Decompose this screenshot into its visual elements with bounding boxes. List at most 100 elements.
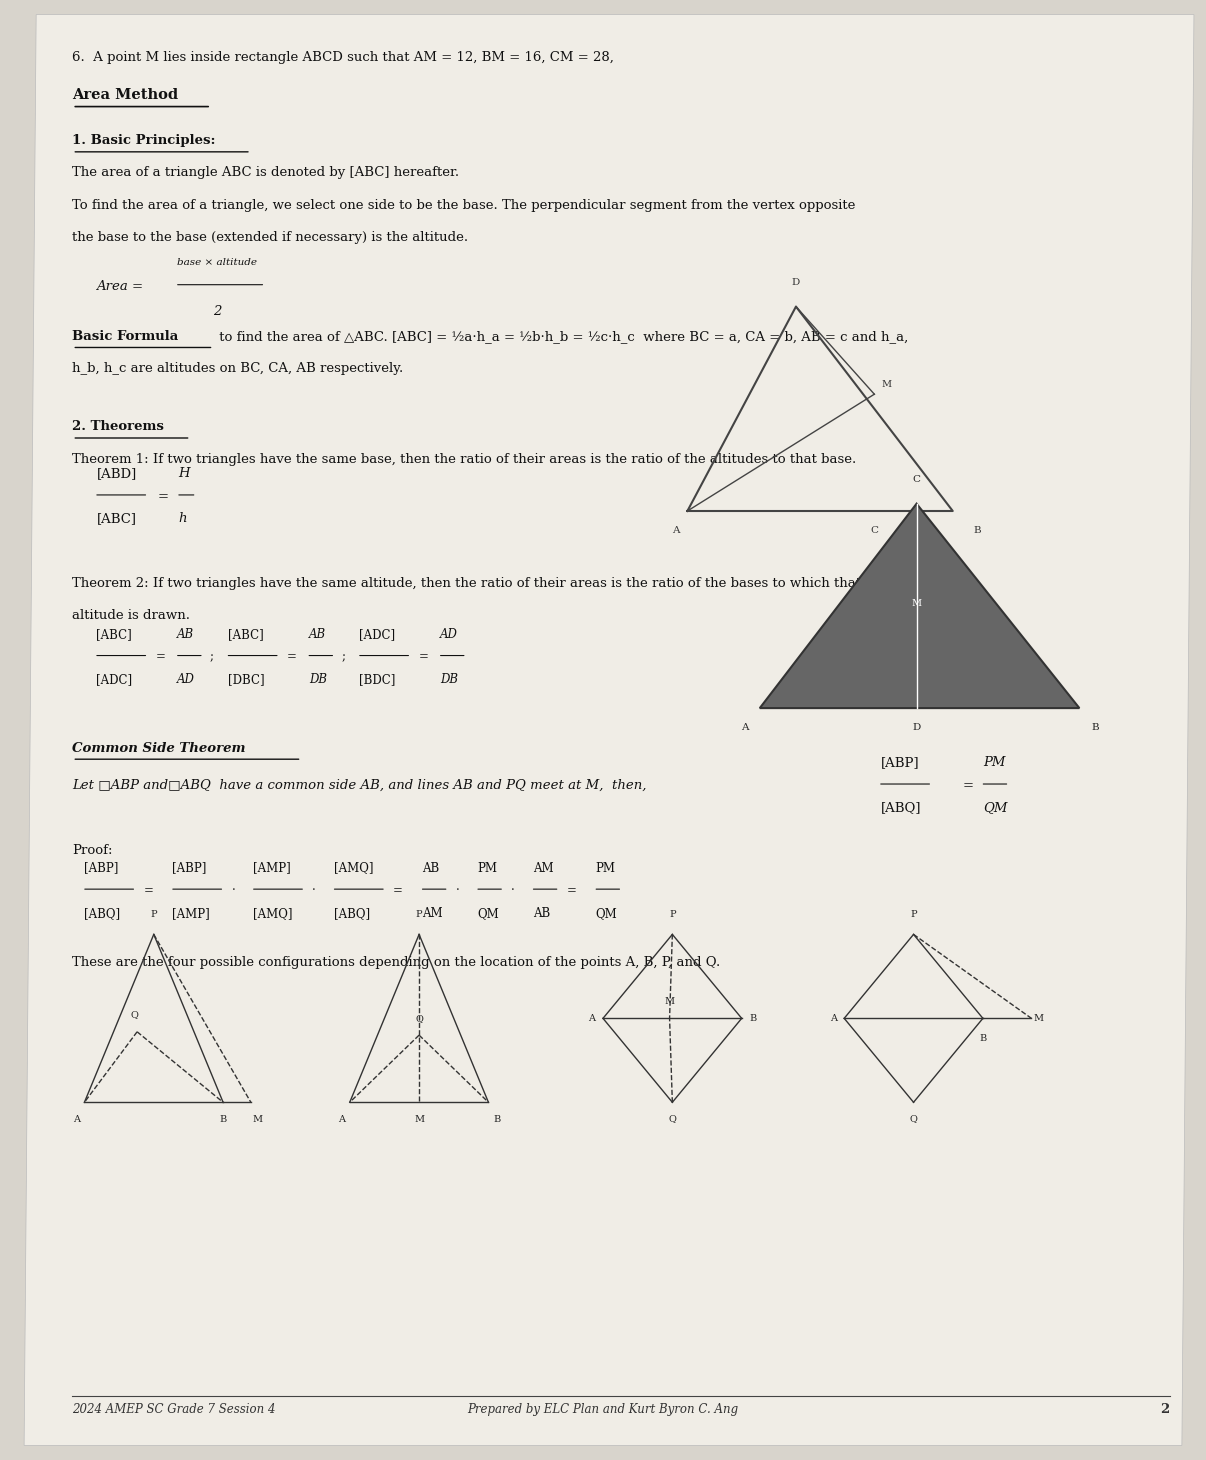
Text: [ABC]: [ABC] — [228, 628, 264, 641]
Text: =: = — [287, 651, 297, 663]
Text: B: B — [749, 1013, 756, 1023]
Text: A: A — [672, 526, 679, 534]
Text: B: B — [973, 526, 980, 534]
Text: Q: Q — [909, 1114, 918, 1124]
Text: ·: · — [456, 885, 459, 896]
Text: B: B — [979, 1034, 987, 1042]
Text: [AMQ]: [AMQ] — [253, 907, 293, 920]
Text: 2: 2 — [213, 305, 221, 318]
Text: [ABP]: [ABP] — [880, 756, 919, 769]
Text: =: = — [567, 885, 576, 896]
Text: Area =: Area = — [96, 280, 148, 292]
Text: A: A — [742, 723, 749, 731]
Text: [ADC]: [ADC] — [96, 673, 133, 686]
Text: D: D — [792, 277, 800, 286]
Text: =: = — [962, 780, 973, 791]
Text: B: B — [1091, 723, 1099, 731]
Text: 2: 2 — [1160, 1403, 1170, 1416]
Text: DB: DB — [309, 673, 327, 686]
Text: Theorem 2: If two triangles have the same altitude, then the ratio of their area: Theorem 2: If two triangles have the sam… — [72, 577, 861, 590]
Text: AD: AD — [177, 673, 195, 686]
Text: 6.  A point M lies inside rectangle ABCD such that AM = 12, BM = 16, CM = 28,: 6. A point M lies inside rectangle ABCD … — [72, 51, 614, 64]
Text: base × altitude: base × altitude — [177, 258, 257, 267]
Text: B: B — [219, 1114, 227, 1124]
Text: [ABP]: [ABP] — [172, 861, 207, 875]
Text: PM: PM — [478, 861, 498, 875]
Text: [ABC]: [ABC] — [96, 628, 133, 641]
Text: [ABP]: [ABP] — [84, 861, 119, 875]
Text: H: H — [178, 467, 191, 480]
Text: =: = — [156, 651, 165, 663]
Text: =: = — [158, 491, 169, 502]
Polygon shape — [24, 15, 1194, 1445]
Text: the base to the base (extended if necessary) is the altitude.: the base to the base (extended if necess… — [72, 231, 468, 244]
Text: A: A — [338, 1114, 345, 1124]
Text: Q: Q — [415, 1013, 423, 1023]
Text: A: A — [589, 1013, 596, 1023]
Text: P: P — [669, 910, 675, 918]
Text: [ABD]: [ABD] — [96, 467, 136, 480]
Text: Common Side Theorem: Common Side Theorem — [72, 742, 246, 755]
Text: ·: · — [232, 885, 235, 896]
Text: QM: QM — [983, 802, 1007, 815]
Text: Area Method: Area Method — [72, 88, 178, 102]
Text: AB: AB — [177, 628, 194, 641]
Text: [AMQ]: [AMQ] — [334, 861, 374, 875]
Text: h: h — [178, 512, 187, 526]
Text: PM: PM — [983, 756, 1006, 769]
Text: M: M — [1034, 1013, 1043, 1023]
Text: QM: QM — [478, 907, 499, 920]
Text: [AMP]: [AMP] — [172, 907, 210, 920]
Text: ·: · — [312, 885, 316, 896]
Text: AB: AB — [533, 907, 550, 920]
Text: A: A — [72, 1114, 80, 1124]
Text: Q: Q — [668, 1114, 677, 1124]
Text: PM: PM — [596, 861, 616, 875]
Text: M: M — [253, 1114, 263, 1124]
Text: h_b, h_c are altitudes on BC, CA, AB respectively.: h_b, h_c are altitudes on BC, CA, AB res… — [72, 362, 404, 375]
Text: [BDC]: [BDC] — [359, 673, 396, 686]
Text: [ABQ]: [ABQ] — [84, 907, 121, 920]
Text: Basic Formula: Basic Formula — [72, 330, 178, 343]
Text: [DBC]: [DBC] — [228, 673, 264, 686]
Text: DB: DB — [440, 673, 458, 686]
Text: AM: AM — [533, 861, 554, 875]
Text: [ADC]: [ADC] — [359, 628, 396, 641]
Text: [ABC]: [ABC] — [96, 512, 136, 526]
Text: =: = — [144, 885, 153, 896]
Text: P: P — [151, 910, 157, 918]
Text: The area of a triangle ABC is denoted by [ABC] hereafter.: The area of a triangle ABC is denoted by… — [72, 166, 459, 180]
Text: M: M — [414, 1114, 425, 1124]
Text: Q: Q — [130, 1010, 139, 1019]
Text: P: P — [416, 910, 422, 918]
Text: to find the area of △ABC. [ABC] = ½a·h_a = ½b·h_b = ½c·h_c  where BC = a, CA = b: to find the area of △ABC. [ABC] = ½a·h_a… — [215, 330, 908, 343]
Text: =: = — [418, 651, 428, 663]
Text: 2. Theorems: 2. Theorems — [72, 420, 164, 434]
Text: QM: QM — [596, 907, 617, 920]
Text: [AMP]: [AMP] — [253, 861, 291, 875]
Text: =: = — [393, 885, 403, 896]
Text: AB: AB — [309, 628, 326, 641]
Text: Theorem 1: If two triangles have the same base, then the ratio of their areas is: Theorem 1: If two triangles have the sam… — [72, 453, 856, 466]
Text: B: B — [493, 1114, 500, 1124]
Text: Prepared by ELC Plan and Kurt Byron C. Ang: Prepared by ELC Plan and Kurt Byron C. A… — [468, 1403, 738, 1416]
Text: ·: · — [511, 885, 515, 896]
Text: M: M — [882, 380, 891, 388]
Text: These are the four possible configurations depending on the location of the poin: These are the four possible configuratio… — [72, 956, 721, 969]
Text: A: A — [830, 1013, 837, 1023]
Text: C: C — [871, 526, 878, 534]
Text: AM: AM — [422, 907, 443, 920]
Text: AD: AD — [440, 628, 458, 641]
Text: P: P — [911, 910, 917, 918]
Text: AB: AB — [422, 861, 439, 875]
Text: 2024 AMEP SC Grade 7 Session 4: 2024 AMEP SC Grade 7 Session 4 — [72, 1403, 276, 1416]
Text: Let □ABP and□ABQ  have a common side AB, and lines AB and PQ meet at M,  then,: Let □ABP and□ABQ have a common side AB, … — [72, 780, 646, 791]
Text: [ABQ]: [ABQ] — [334, 907, 370, 920]
Text: ;: ; — [341, 651, 345, 663]
Text: altitude is drawn.: altitude is drawn. — [72, 609, 191, 622]
Text: [ABQ]: [ABQ] — [880, 802, 921, 815]
Polygon shape — [760, 504, 1079, 708]
Text: To find the area of a triangle, we select one side to be the base. The perpendic: To find the area of a triangle, we selec… — [72, 199, 856, 212]
Text: D: D — [913, 723, 920, 731]
Text: 1. Basic Principles:: 1. Basic Principles: — [72, 134, 216, 147]
